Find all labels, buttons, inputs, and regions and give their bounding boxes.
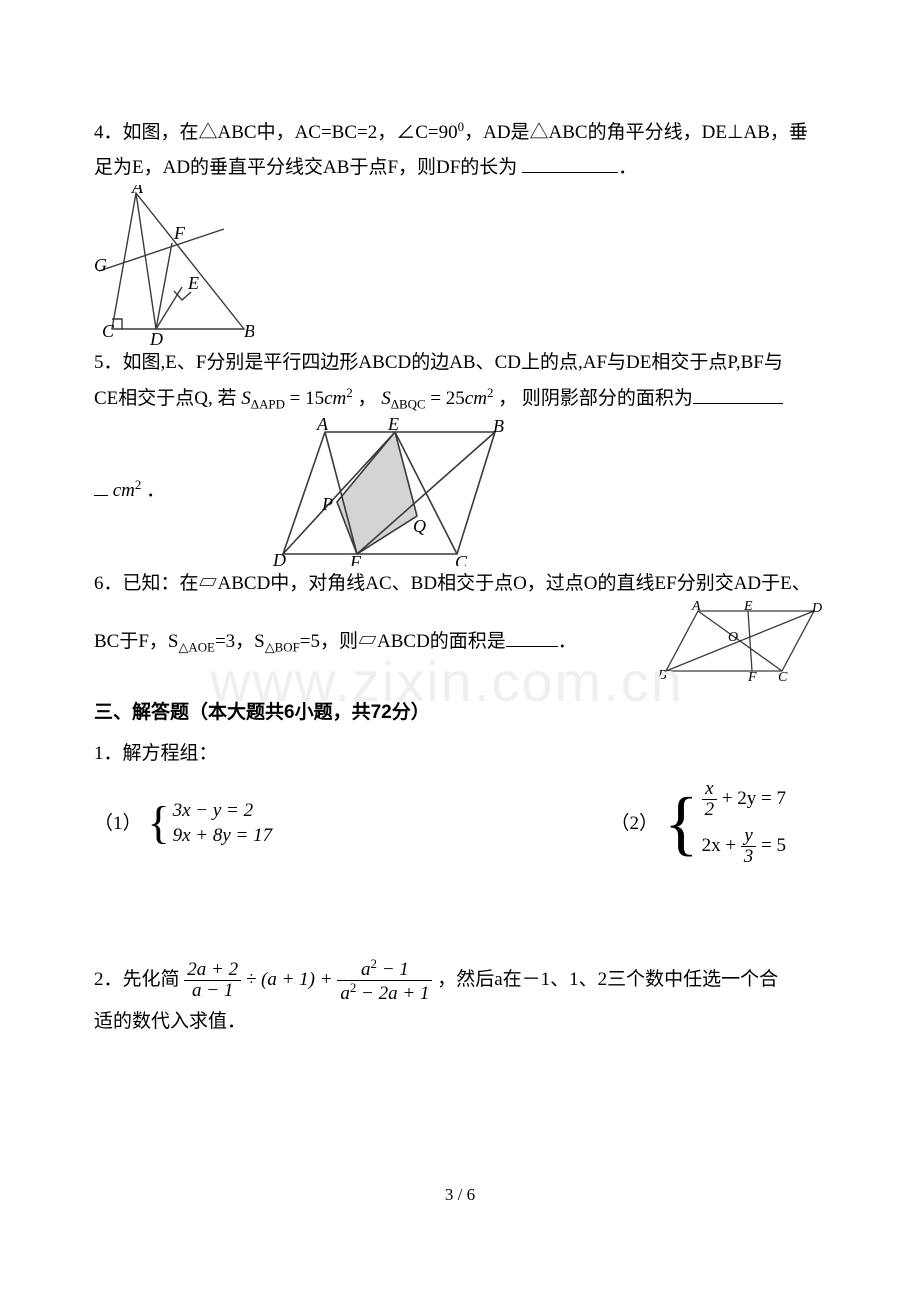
q6-row: BC于F，S△AOE=3，S△BOF=5，则▱ABCD的面积是 ． A E D B F C… — [94, 601, 826, 683]
svg-text:Q: Q — [413, 516, 426, 536]
svg-text:F: F — [173, 223, 186, 243]
q5-s1: S — [241, 388, 251, 409]
svg-text:B: B — [493, 416, 504, 436]
p2-mid: (a + 1) + — [261, 969, 337, 990]
p1-b-label: （2） — [610, 806, 658, 841]
q5-s1sub: ΔAPD — [251, 396, 285, 411]
q6-l2b: =3，S — [215, 631, 265, 652]
svg-text:A: A — [691, 601, 701, 614]
q5-s1sup: 2 — [346, 385, 352, 400]
q4-figure: A B C D E F G — [94, 185, 254, 345]
svg-text:A: A — [316, 416, 329, 434]
q5-line2: CE相交于点Q, 若 SΔAPD = 15cm2 ， SΔBQC = 25cm2… — [94, 381, 826, 417]
p2-line1: 2．先化简 2a + 2a − 1 ÷ (a + 1) + a2 − 1 a2 … — [94, 957, 826, 1004]
q4-line2a: 足为E，AD的垂直平分线交AB于点F，则DF的长为 — [94, 157, 522, 178]
svg-text:P: P — [321, 494, 333, 514]
svg-text:F: F — [349, 552, 362, 566]
q5-s1eq: = 15 — [285, 388, 324, 409]
svg-text:A: A — [131, 185, 144, 197]
q5-s2sup: 2 — [487, 385, 493, 400]
svg-text:D: D — [272, 550, 286, 566]
q4-line1b: ，AD是△ABC的角平分线，DE⊥AB，垂 — [464, 122, 808, 143]
q5-s2eq: = 25 — [426, 388, 465, 409]
q5-s2sub: ΔBQC — [391, 396, 426, 411]
p1-stem: 1．解方程组： — [94, 736, 826, 771]
page-label: 3 / 6 — [94, 1179, 826, 1210]
svg-text:B: B — [658, 668, 667, 683]
svg-text:D: D — [149, 329, 163, 345]
q5-line2b: ， 则阴影部分的面积为 — [498, 388, 693, 409]
q5-cm: cm — [113, 480, 135, 501]
p2-div: ÷ — [246, 969, 261, 990]
q6-l2a: BC于F，S — [94, 631, 178, 652]
p1-part2: （2） { x2 + 2y = 7 2x + y3 = 5 — [610, 779, 786, 867]
q5-sep: ， — [357, 388, 381, 409]
p1-equations: （1） { 3x − y = 2 9x + 8y = 17 （2） { x2 +… — [94, 779, 826, 867]
svg-text:E: E — [387, 416, 399, 434]
q5-period: ． — [141, 480, 165, 501]
p1-a-eq2: 9x + 8y = 17 — [173, 823, 273, 849]
svg-text:B: B — [244, 321, 254, 341]
q5-tail: cm2 ． — [94, 473, 165, 508]
svg-text:F: F — [747, 670, 757, 683]
q5-row: cm2 ． A E B D F C P Q — [94, 416, 826, 566]
q6-line1: 6．已知：在▱ABCD中，对角线AC、BD相交于点O，过点O的直线EF分别交AD… — [94, 566, 826, 601]
p2-pre: 2．先化简 — [94, 969, 180, 990]
svg-text:O: O — [728, 630, 738, 645]
q5-s2: S — [381, 388, 391, 409]
q6-l2end: ． — [558, 631, 577, 652]
q6-aoe: △AOE — [178, 640, 214, 655]
p1-a-label: （1） — [94, 806, 142, 841]
q5-figure: A E B D F C P Q — [265, 416, 519, 566]
q6-l2c: =5，则▱ABCD的面积是 — [300, 631, 506, 652]
svg-text:E: E — [187, 273, 199, 293]
p1-part1: （1） { 3x − y = 2 9x + 8y = 17 — [94, 798, 272, 849]
q4-line2end: ． — [618, 157, 637, 178]
q5-s1u: cm — [324, 388, 346, 409]
q4-line2: 足为E，AD的垂直平分线交AB于点F，则DF的长为 ． — [94, 150, 826, 185]
q5-line2a: CE相交于点Q, 若 — [94, 388, 241, 409]
q5-s2u: cm — [465, 388, 487, 409]
q5-blank1 — [693, 382, 783, 404]
q6-bof: △BOF — [265, 640, 300, 655]
q6-line2: BC于F，S△AOE=3，S△BOF=5，则▱ABCD的面积是 ． — [94, 624, 577, 659]
p2-post: ，然后a在－1、1、2三个数中任选一个合 — [437, 969, 778, 990]
q5-blank2 — [94, 475, 108, 497]
p1-a-eq1: 3x − y = 2 — [173, 798, 273, 824]
q4-line1a: 4．如图，在△ABC中，AC=BC=2，∠C=90 — [94, 122, 458, 143]
p1-b-eq1: x2 + 2y = 7 — [702, 779, 786, 820]
svg-text:E: E — [743, 601, 753, 614]
q6-figure: A E D B F C O — [654, 601, 826, 683]
p2-line2: 适的数代入求值． — [94, 1004, 826, 1039]
svg-text:G: G — [94, 255, 107, 275]
svg-text:D: D — [811, 601, 822, 616]
q4-text: 4．如图，在△ABC中，AC=BC=2，∠C=900，AD是△ABC的角平分线，… — [94, 115, 826, 150]
p1-b-eq2: 2x + y3 = 5 — [702, 826, 786, 867]
svg-text:C: C — [778, 670, 788, 683]
q6-blank — [506, 626, 558, 648]
section3-title: 三、解答题（本大题共6小题，共72分） — [94, 695, 826, 730]
svg-text:C: C — [102, 321, 115, 341]
q5-line1: 5．如图,E、F分别是平行四边形ABCD的边AB、CD上的点,AF与DE相交于点… — [94, 345, 826, 380]
svg-text:C: C — [455, 552, 468, 566]
q4-blank — [522, 151, 618, 173]
